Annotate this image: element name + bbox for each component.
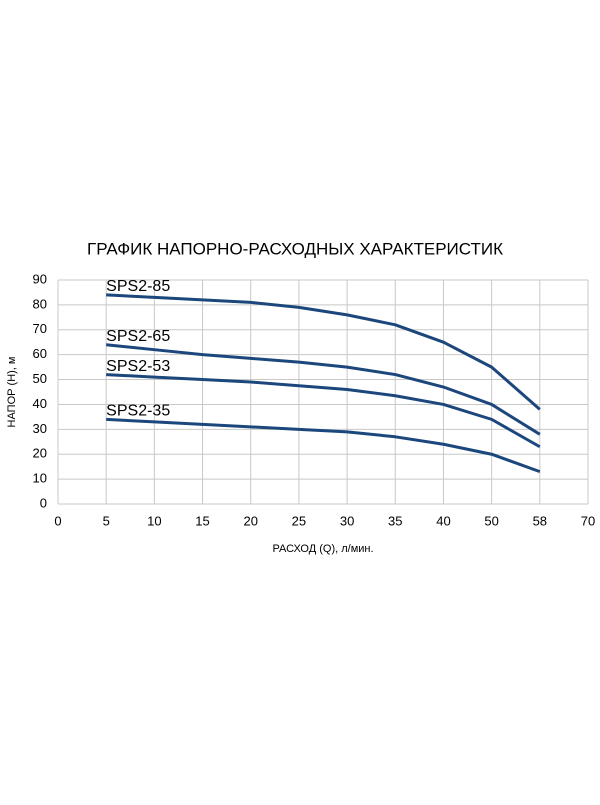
series-label: SPS2-35 [106, 403, 170, 420]
x-tick-label: 25 [292, 513, 306, 528]
y-tick-label: 90 [33, 271, 47, 286]
x-tick-label: 35 [388, 513, 402, 528]
x-tick-label: 40 [436, 513, 450, 528]
x-tick-label: 10 [147, 513, 161, 528]
x-tick-label: 20 [243, 513, 257, 528]
x-tick-label: 58 [533, 513, 547, 528]
x-tick-label: 5 [103, 513, 110, 528]
x-tick-label: 30 [340, 513, 354, 528]
chart-title: ГРАФИК НАПОРНО-РАСХОДНЫХ ХАРАКТЕРИСТИК [87, 239, 503, 258]
y-tick-label: 10 [33, 471, 47, 486]
series-label: SPS2-65 [106, 328, 170, 345]
y-tick-label: 70 [33, 321, 47, 336]
x-axis-title: РАСХОД (Q), л/мин. [272, 543, 373, 555]
series-label: SPS2-53 [106, 358, 170, 375]
x-tick-label: 0 [54, 513, 61, 528]
series-line [106, 373, 541, 449]
x-tick-label: 70 [581, 513, 595, 528]
x-tick-label: 15 [195, 513, 209, 528]
series-label: SPS2-85 [106, 278, 170, 295]
y-tick-label: 40 [33, 396, 47, 411]
y-tick-label: 60 [33, 346, 47, 361]
y-tick-label: 80 [33, 296, 47, 311]
series-line [106, 293, 541, 411]
y-tick-label: 30 [33, 421, 47, 436]
y-tick-label: 50 [33, 371, 47, 386]
x-tick-label: 50 [484, 513, 498, 528]
y-axis-title: НАПОР (H), м [6, 357, 18, 428]
y-tick-label: 20 [33, 446, 47, 461]
series-line [106, 417, 541, 474]
y-tick-label: 0 [40, 495, 47, 510]
series-line [106, 343, 541, 436]
